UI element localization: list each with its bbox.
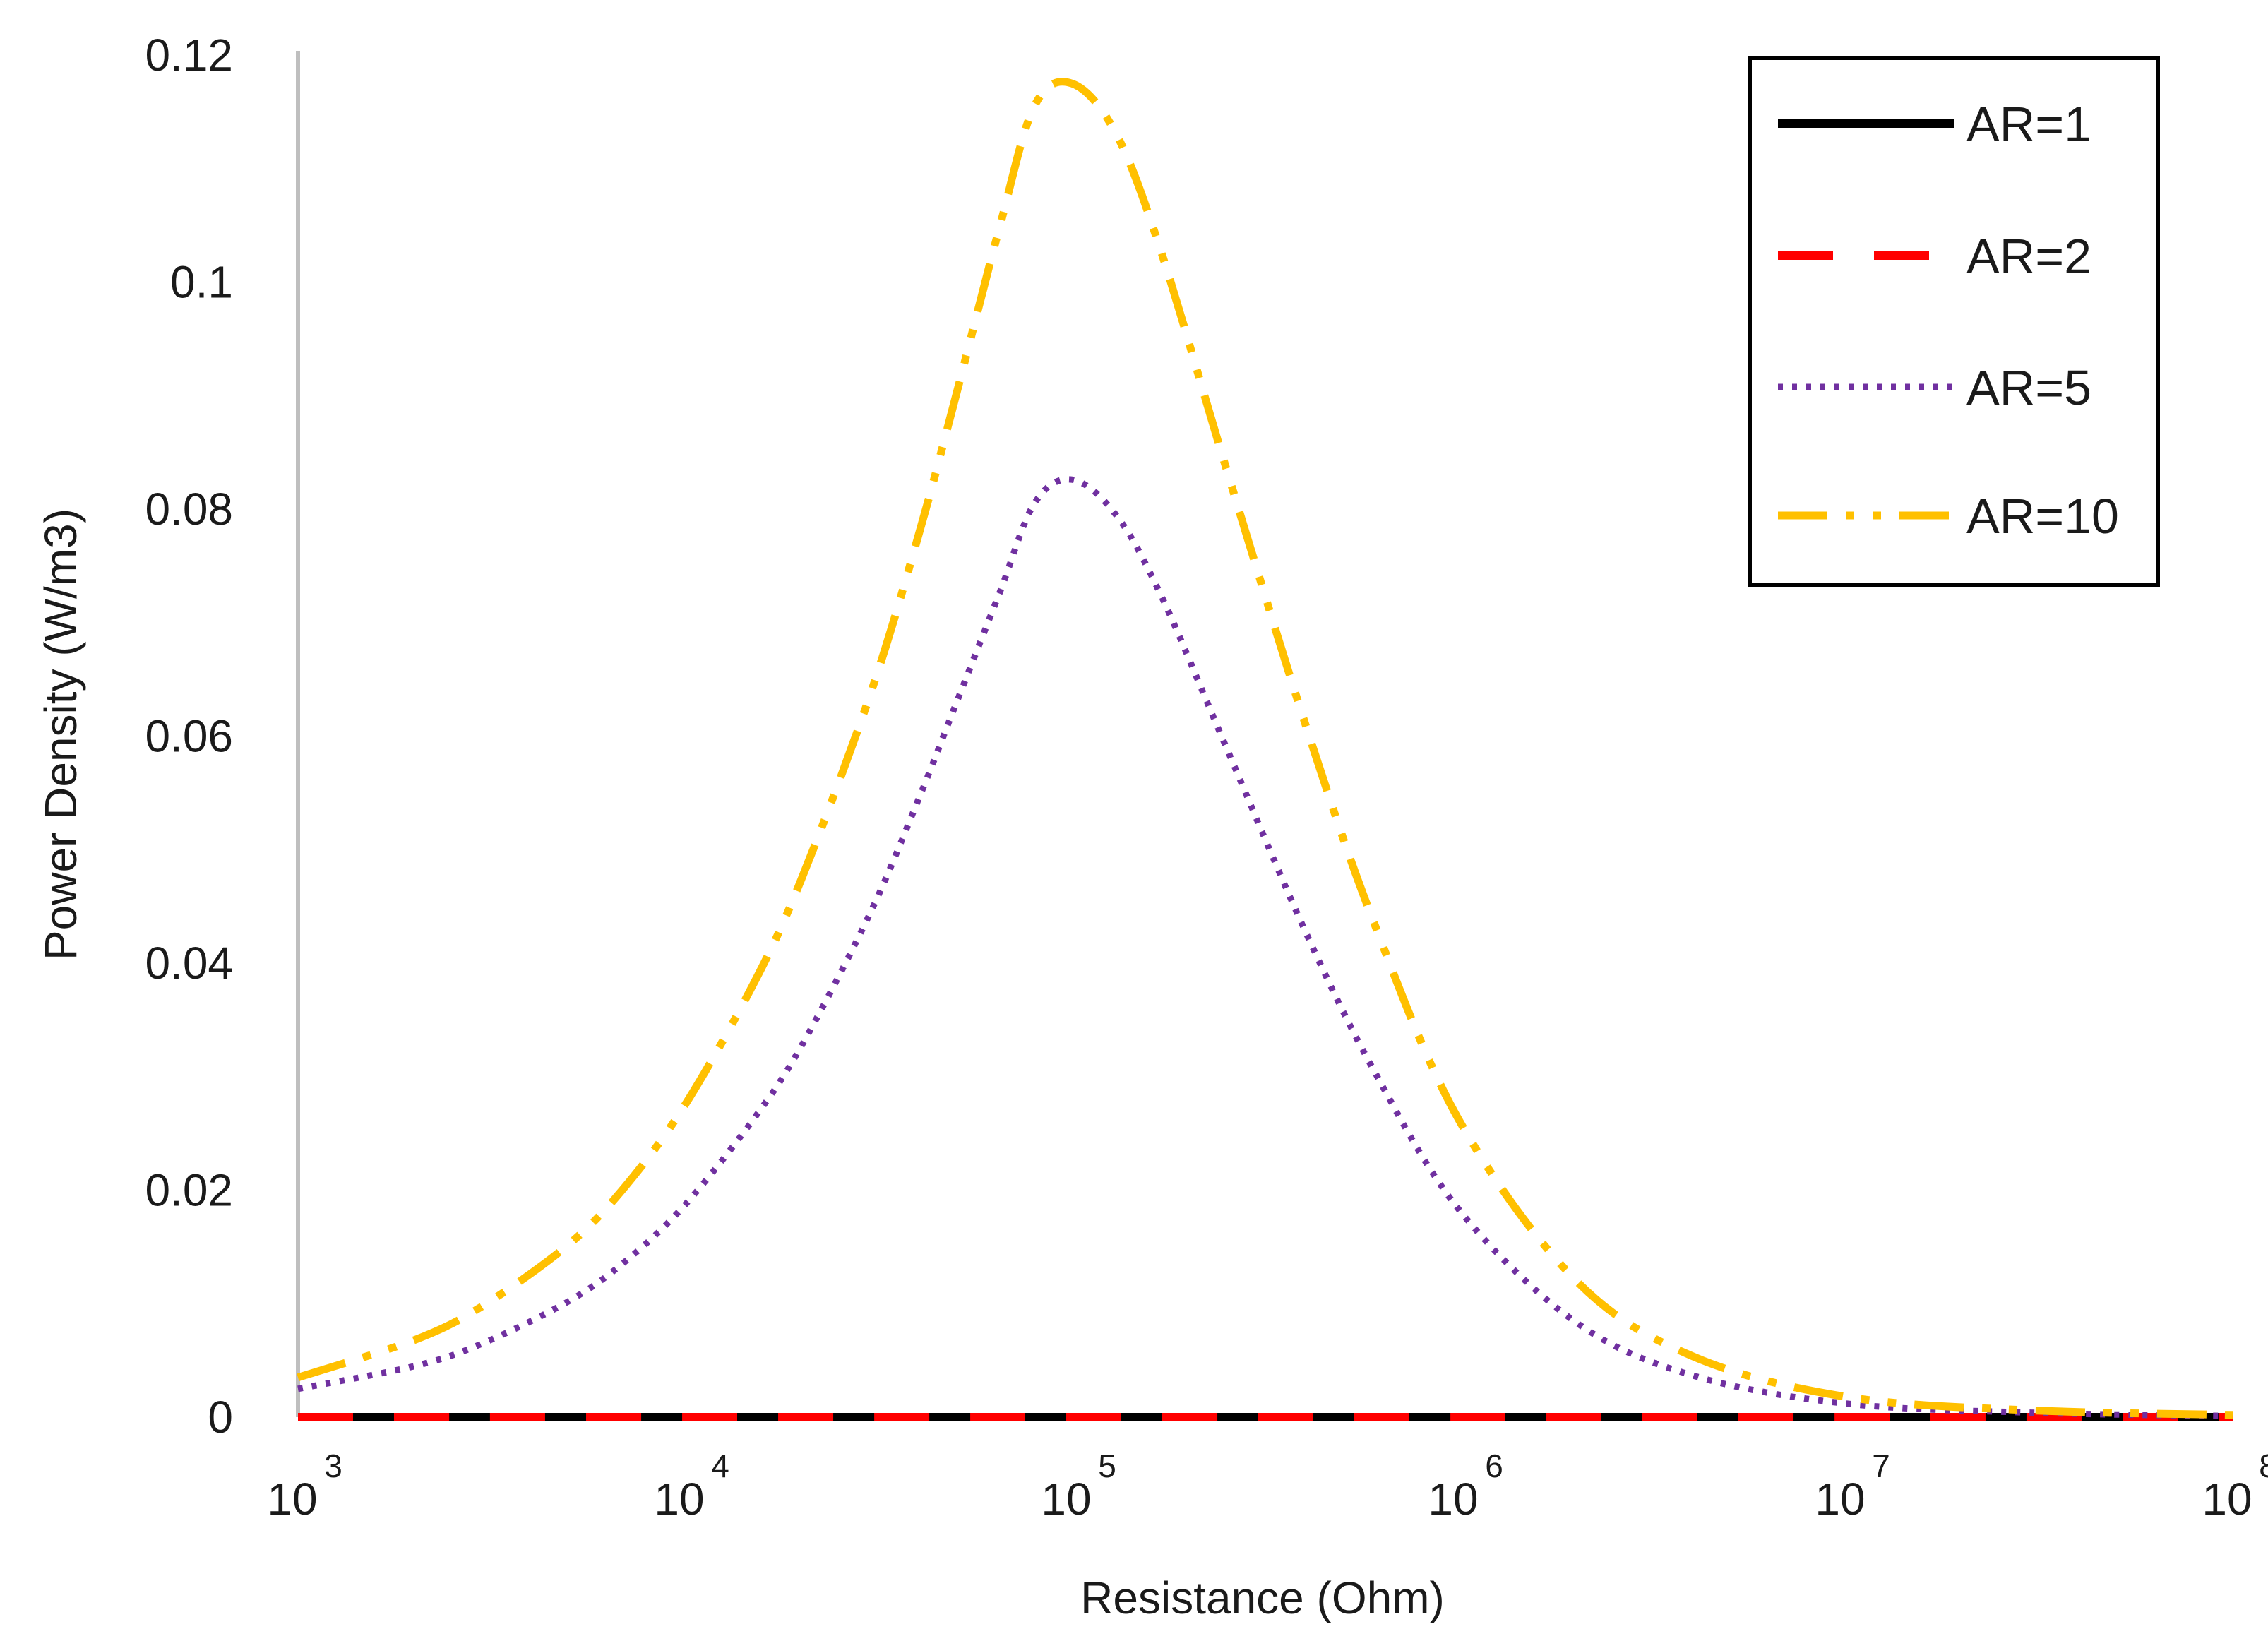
x-tick-label: 104 (654, 1448, 729, 1524)
x-tick-label: 108 (2202, 1448, 2268, 1524)
x-axis-title: Resistance (Ohm) (1080, 1573, 1445, 1623)
x-tick-base: 10 (654, 1474, 704, 1524)
x-tick-base: 10 (267, 1474, 317, 1524)
x-tick-label: 103 (267, 1448, 342, 1524)
x-tick-label: 106 (1428, 1448, 1503, 1524)
x-tick-label: 107 (1815, 1448, 1890, 1524)
x-tick-exponent: 8 (2259, 1448, 2268, 1484)
series-layer (297, 78, 2233, 1422)
y-tick-label: 0.04 (145, 938, 233, 989)
y-tick-label: 0.1 (170, 257, 233, 308)
x-tick-base: 10 (2202, 1474, 2252, 1524)
x-tick-exponent: 3 (324, 1448, 342, 1484)
x-tick-label: 105 (1041, 1448, 1116, 1524)
x-axis-ticks: 103104105106107108 (267, 1448, 2268, 1524)
legend-label: AR=10 (1966, 489, 2119, 544)
legend-box (1748, 56, 2160, 587)
x-tick-base: 10 (1815, 1474, 1865, 1524)
legend-item: AR=5 (1778, 360, 2091, 415)
legend-label: AR=2 (1966, 229, 2091, 284)
legend-label: AR=1 (1966, 97, 2091, 152)
legend-item: AR=10 (1778, 489, 2119, 544)
y-tick-label: 0.08 (145, 484, 233, 535)
legend-item: AR=1 (1778, 97, 2091, 152)
x-tick-exponent: 7 (1872, 1448, 1890, 1484)
y-tick-label: 0.02 (145, 1165, 233, 1216)
x-tick-exponent: 6 (1485, 1448, 1503, 1484)
y-tick-label: 0.06 (145, 711, 233, 762)
y-tick-label: 0.12 (145, 30, 233, 80)
legend-label: AR=5 (1966, 360, 2091, 415)
x-tick-exponent: 4 (711, 1448, 729, 1484)
y-axis-ticks: 0 0.02 0.04 0.06 0.08 0.1 0.12 (145, 30, 233, 1443)
series-line-ar-10 (297, 78, 2233, 1419)
x-tick-exponent: 5 (1098, 1448, 1116, 1484)
legend: AR=1 AR=2 AR=5 AR=10 (1748, 56, 2160, 587)
x-tick-base: 10 (1428, 1474, 1478, 1524)
plot-area (296, 51, 2233, 1422)
y-axis-title: Power Density (W/m3) (35, 508, 86, 960)
series-line-ar-5 (297, 476, 2233, 1419)
legend-item: AR=2 (1778, 229, 2091, 284)
y-tick-label: 0 (208, 1392, 233, 1443)
x-tick-base: 10 (1041, 1474, 1091, 1524)
